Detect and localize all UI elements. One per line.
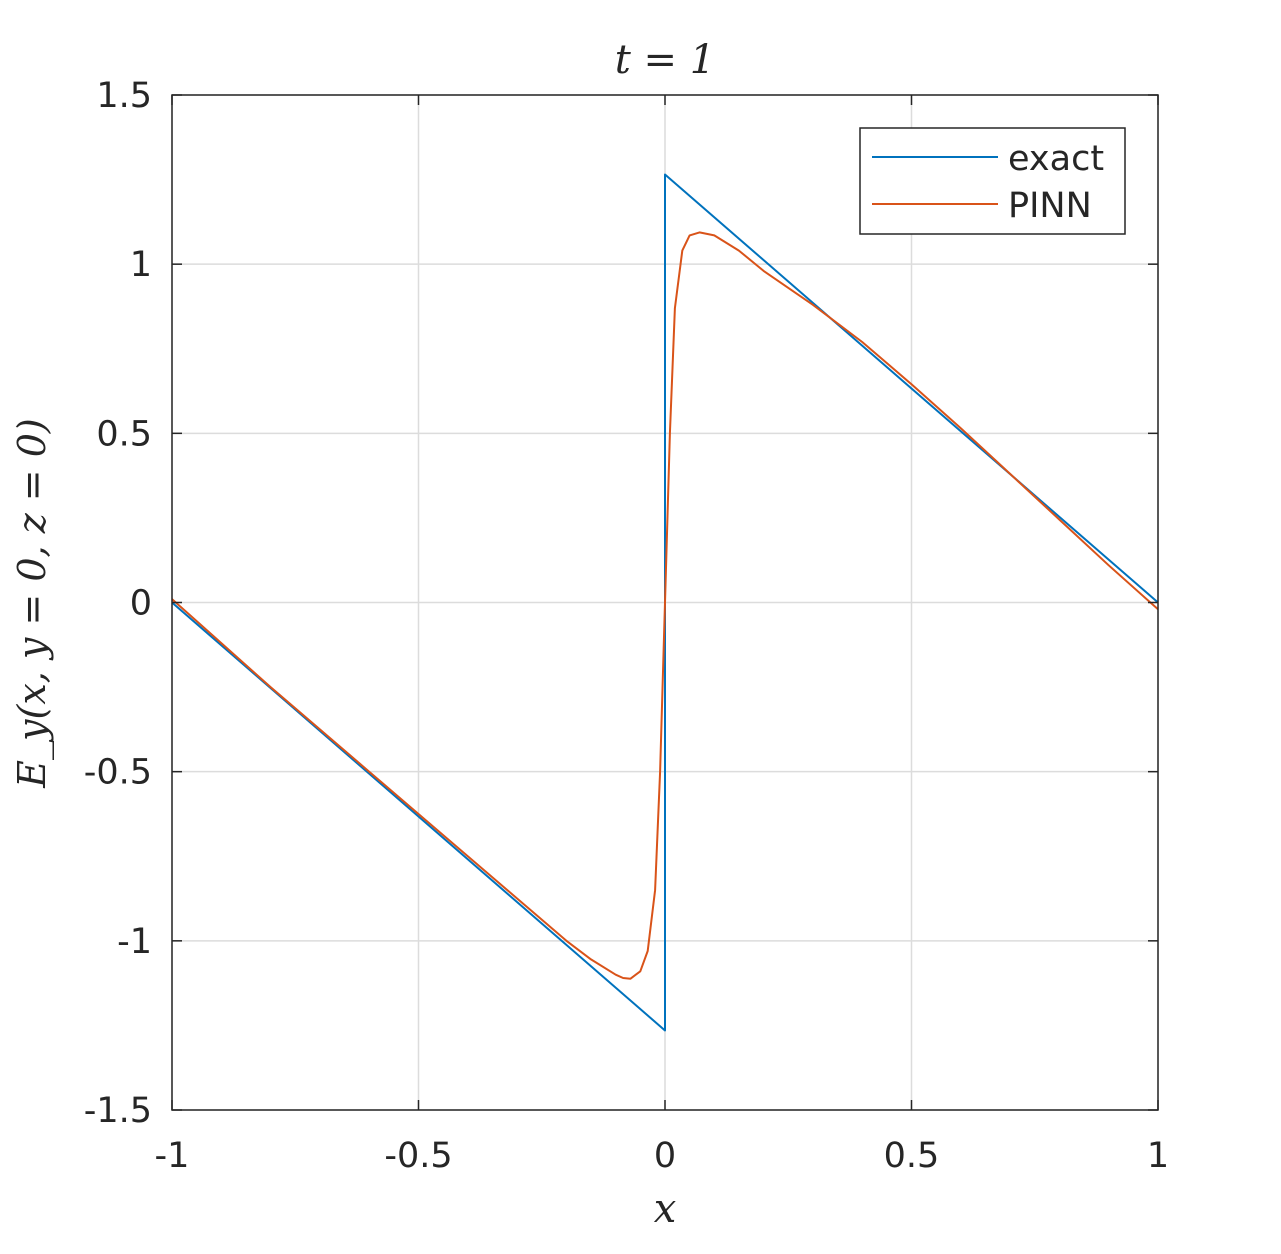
x-tick-label: -1 [155, 1136, 190, 1176]
legend-box [859, 127, 1126, 235]
y-tick-label: 1 [130, 245, 152, 285]
x-tick-label: 0 [654, 1136, 676, 1176]
series-line-pinn [171, 231, 1159, 980]
legend-label-exact: exact [1008, 139, 1104, 179]
y-tick-label: 1.5 [96, 76, 152, 116]
y-axis-label: E_y(x, y = 0, z = 0) [10, 418, 55, 788]
y-tick-label: -1.5 [84, 1091, 152, 1131]
chart-title: t = 1 [615, 37, 715, 83]
y-tick-label: 0 [130, 584, 152, 624]
y-tick-label: 0.5 [96, 414, 152, 454]
series-lines [171, 173, 1159, 1032]
y-tick-label: -1 [117, 922, 152, 962]
legend: exact PINN [859, 127, 1126, 235]
x-tick-label: -0.5 [384, 1136, 452, 1176]
ticks: -1 -0.5 0 0.5 1-1.5-1-0.500.511.5 [84, 76, 1169, 1176]
x-tick-label: 1 [1147, 1136, 1169, 1176]
y-tick-label: -0.5 [84, 753, 152, 793]
x-axis-label: x [654, 1186, 677, 1232]
legend-label-pinn: PINN [1008, 186, 1092, 226]
x-tick-label: 0.5 [884, 1136, 940, 1176]
